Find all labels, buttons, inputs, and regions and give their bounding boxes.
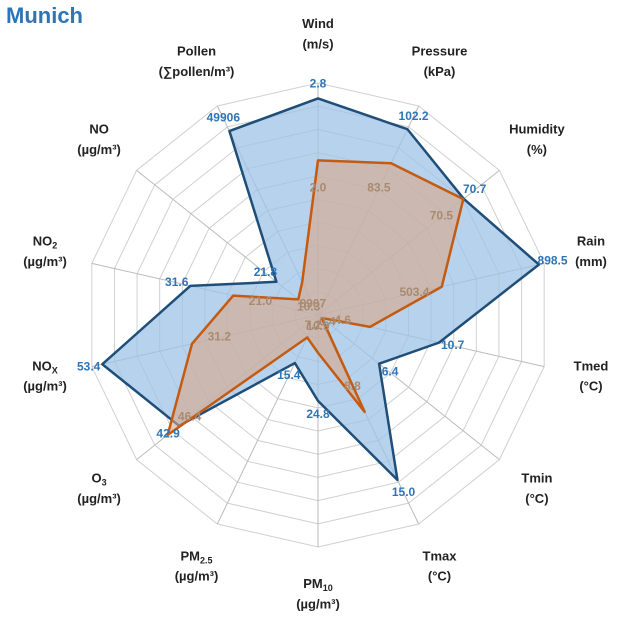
value-label: 15.4 bbox=[277, 368, 301, 382]
axis-unit: (µg/m³) bbox=[175, 569, 219, 584]
value-label: 10.7 bbox=[441, 338, 465, 352]
axis-label: NO2 bbox=[33, 234, 58, 251]
value-label: 102.2 bbox=[399, 109, 429, 123]
axis-name: PM bbox=[303, 576, 323, 591]
value-label: 42.9 bbox=[156, 427, 180, 441]
axis-name: NO bbox=[32, 359, 52, 374]
axis-unit: (°C) bbox=[525, 491, 548, 506]
value-label: 21.0 bbox=[249, 294, 273, 308]
value-label: 7.2 bbox=[304, 318, 321, 332]
axis-unit: (µg/m³) bbox=[77, 491, 121, 506]
axis-label: NO bbox=[89, 122, 109, 137]
value-label: 2.0 bbox=[310, 181, 327, 195]
axis-label: Pollen bbox=[177, 44, 216, 59]
axis-label: Wind bbox=[302, 16, 334, 31]
value-label: 31.2 bbox=[208, 330, 232, 344]
axis-name: Tmin bbox=[521, 471, 552, 486]
axis-name: NO bbox=[89, 122, 109, 137]
series-area bbox=[166, 159, 465, 437]
value-label: 898.5 bbox=[538, 254, 568, 268]
value-label: 10.3 bbox=[297, 300, 321, 314]
value-label: 53.4 bbox=[77, 360, 101, 374]
axis-name: Pollen bbox=[177, 44, 216, 59]
axis-label: NOX bbox=[32, 359, 58, 376]
axis-unit: (µg/m³) bbox=[296, 596, 340, 611]
value-label: 83.5 bbox=[367, 181, 391, 195]
value-label: 10.9 bbox=[306, 319, 330, 333]
axis-unit: (µg/m³) bbox=[23, 379, 67, 394]
axis-unit: (µg/m³) bbox=[23, 254, 67, 269]
chart-title: Munich bbox=[6, 3, 83, 28]
value-label: 31.6 bbox=[165, 275, 189, 289]
axis-name: Humidity bbox=[509, 122, 565, 137]
axis-unit: (∑pollen/m³) bbox=[159, 64, 235, 79]
value-label: 6.4 bbox=[382, 365, 399, 379]
axis-unit: (%) bbox=[527, 142, 547, 157]
axis-name: Rain bbox=[577, 234, 605, 249]
axis-label: PM2.5 bbox=[181, 549, 213, 566]
axis-name: Tmed bbox=[574, 359, 609, 374]
value-label: 8907 bbox=[299, 296, 326, 310]
axis-label: Tmed bbox=[574, 359, 609, 374]
axis-name: Pressure bbox=[412, 44, 468, 59]
axis-sub: X bbox=[52, 366, 58, 376]
value-label: 21.8 bbox=[254, 265, 278, 279]
axis-unit: (µg/m³) bbox=[77, 142, 121, 157]
value-label: 70.5 bbox=[430, 209, 454, 223]
axis-label: O3 bbox=[92, 471, 107, 488]
value-label: 24.8 bbox=[306, 407, 330, 421]
axis-name: NO bbox=[33, 234, 53, 249]
axis-name: PM bbox=[181, 549, 201, 564]
axis-unit: (°C) bbox=[428, 569, 451, 584]
axis-sub: 3 bbox=[102, 478, 107, 488]
value-label: 4.6 bbox=[334, 313, 351, 327]
axis-label: Pressure bbox=[412, 44, 468, 59]
axis-sub: 10 bbox=[323, 583, 333, 593]
value-label: 46.4 bbox=[178, 410, 202, 424]
axis-unit: (m/s) bbox=[302, 36, 333, 51]
axis-name: O bbox=[92, 471, 102, 486]
axis-unit: (mm) bbox=[575, 254, 607, 269]
axis-label: PM10 bbox=[303, 576, 333, 593]
value-label: 15.0 bbox=[392, 485, 416, 499]
value-label: 503.4 bbox=[399, 285, 429, 299]
axis-unit: (kPa) bbox=[424, 64, 456, 79]
axis-name: Tmax bbox=[423, 549, 458, 564]
value-label: 49906 bbox=[207, 111, 241, 125]
value-label: 8.8 bbox=[344, 379, 361, 393]
axis-label: Tmin bbox=[521, 471, 552, 486]
axis-unit: (°C) bbox=[579, 379, 602, 394]
axis-label: Rain bbox=[577, 234, 605, 249]
axis-label: Tmax bbox=[423, 549, 458, 564]
value-label: 2.8 bbox=[310, 77, 327, 91]
axis-label: Humidity bbox=[509, 122, 565, 137]
axis-name: Wind bbox=[302, 16, 334, 31]
axis-sub: 2 bbox=[52, 241, 57, 251]
axis-sub: 2.5 bbox=[200, 556, 213, 566]
value-label: 70.7 bbox=[463, 182, 487, 196]
value-label: 0.4 bbox=[319, 315, 336, 329]
